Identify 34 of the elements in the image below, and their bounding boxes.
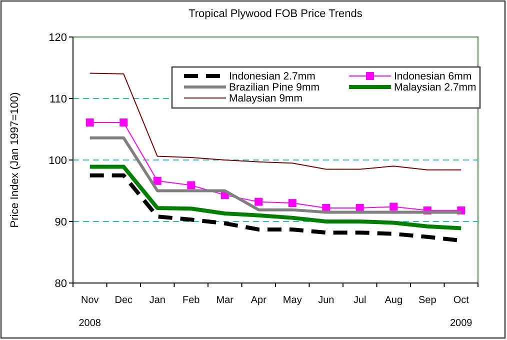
y-tick-label: 80 [54, 278, 67, 290]
point [288, 199, 296, 208]
x-tick-label: Aug [384, 295, 403, 306]
text: 2008 [78, 318, 102, 329]
x-tick-label: Oct [453, 295, 470, 306]
x-tick-label: Jan [149, 295, 166, 306]
x-tick-label: May [282, 295, 302, 306]
y-axis-title: Price Index (Jan 1997=100) [9, 92, 21, 228]
line-series [88, 164, 464, 230]
x-tick-label: Dec [114, 295, 133, 306]
point [254, 198, 263, 206]
x-tick-label: Jul [353, 295, 366, 306]
legend-label: Malaysian 2.7mm [394, 82, 477, 94]
x-tick-label: Jun [318, 295, 334, 306]
x-tick-label: Sep [418, 295, 437, 306]
y-tick-label: 120 [48, 32, 67, 44]
legend-label: Malaysian 9mm [229, 92, 303, 105]
chart-title: Tropical Plywood FOB Price Trends [188, 8, 363, 20]
y-tick-label: 100 [48, 154, 67, 167]
x-tick-label: Mar [216, 295, 234, 306]
point [153, 176, 162, 185]
legend-label: Brazilian Pine 9mm [229, 82, 320, 94]
point [187, 181, 196, 190]
x-tick-label: Feb [182, 295, 200, 306]
point [390, 202, 398, 211]
y-tick-label: 110 [49, 93, 67, 106]
x-tick-label: Nov [80, 295, 99, 306]
point [86, 118, 94, 126]
legend-label: Indonesian 6mm [394, 70, 472, 83]
y-tick-label: 90 [54, 216, 67, 228]
point [120, 118, 128, 126]
legend-label: Indonesian 2.7mm [229, 70, 316, 83]
text: 2009 [450, 318, 473, 329]
x-tick-label: Apr [250, 295, 268, 306]
